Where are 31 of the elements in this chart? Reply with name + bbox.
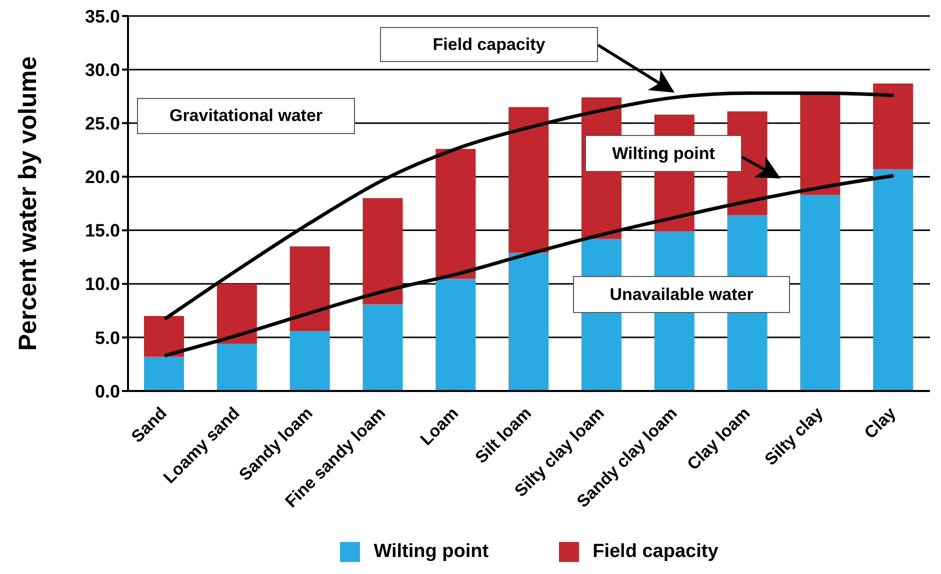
note-box: Wilting point [585, 135, 742, 172]
y-tick-label: 20.0 [84, 167, 120, 188]
bar [362, 198, 403, 304]
y-tick-label: 0.0 [94, 381, 120, 402]
note-box: Field capacity [380, 27, 598, 62]
bar [144, 316, 184, 357]
bar [800, 194, 840, 391]
bar [800, 93, 840, 195]
note-box: Gravitational water [137, 98, 355, 134]
note-box: Unavailable water [573, 276, 790, 313]
y-axis-title: Percent water by volume [14, 56, 42, 351]
bar [144, 356, 184, 391]
y-tick-label: 10.0 [84, 274, 120, 294]
y-tick-label: 30.0 [84, 60, 120, 80]
bar [873, 84, 914, 170]
bar [873, 169, 914, 391]
bar [508, 252, 549, 391]
bar [508, 107, 549, 253]
bar [290, 246, 330, 331]
y-tick-label: 15.0 [84, 220, 120, 241]
bar [290, 331, 330, 391]
y-tick-label: 5.0 [94, 328, 120, 348]
y-tick-label: 35.0 [84, 6, 120, 26]
bar [216, 284, 257, 344]
bar [216, 344, 257, 391]
legend-label: Field capacity [592, 541, 718, 563]
bar [362, 304, 403, 391]
bar [436, 148, 476, 278]
bar [436, 278, 476, 391]
y-tick-label: 25.0 [84, 114, 120, 134]
legend-label: Wilting point [374, 541, 489, 563]
